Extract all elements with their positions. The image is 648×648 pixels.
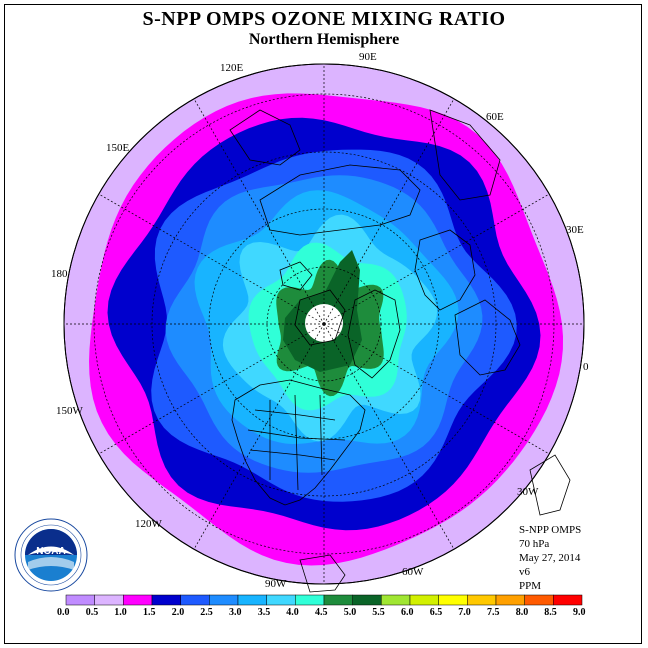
colorbar-tick-label: 4.5 xyxy=(315,607,328,618)
meridian-line xyxy=(323,323,550,455)
info-version: v6 xyxy=(519,566,530,578)
lon-label-90w: 90W xyxy=(265,578,287,590)
meridian-line xyxy=(193,98,325,325)
meridian-line xyxy=(193,323,325,550)
info-level: 70 hPa xyxy=(519,538,550,550)
coastlines xyxy=(229,109,571,593)
colorbar-swatch xyxy=(295,594,325,606)
lon-label-0: 0 xyxy=(583,361,589,373)
lon-label-120w: 120W xyxy=(135,518,162,530)
latitude-circle xyxy=(208,208,440,440)
colorbar-swatch xyxy=(123,594,153,606)
colorbar-tick-label: 9.0 xyxy=(573,607,586,618)
lon-label-120e: 120E xyxy=(220,62,244,74)
meridian-line xyxy=(98,323,325,455)
meridian-line xyxy=(98,193,325,325)
colorbar-swatch xyxy=(495,594,525,606)
colorbar-tick-label: 5.0 xyxy=(343,607,357,618)
info-units: PPM xyxy=(519,580,542,592)
colorbar-swatch xyxy=(524,594,554,606)
colorbar-swatch xyxy=(352,594,382,606)
lon-label-60w: 60W xyxy=(402,566,424,578)
lon-label-60e: 60E xyxy=(486,111,504,123)
colorbar-tick-label: 1.5 xyxy=(143,607,156,618)
lon-label-30w: 30W xyxy=(517,486,539,498)
colorbar-tick-label: 6.0 xyxy=(401,607,414,618)
colorbar-swatch xyxy=(467,594,497,606)
lon-label-30e: 30E xyxy=(566,224,584,236)
colorbar-tick-label: 7.5 xyxy=(487,607,500,618)
map-title: S-NPP OMPS OZONE MIXING RATIO xyxy=(142,8,506,30)
meridian-line xyxy=(323,193,550,325)
colorbar xyxy=(65,594,583,606)
colorbar-tick-label: 2.5 xyxy=(200,607,213,618)
colorbar-swatch xyxy=(553,594,583,606)
lon-label-150e: 150E xyxy=(106,142,130,154)
info-block: S-NPP OMPS 70 hPa May 27, 2014 v6 PPM xyxy=(519,523,581,593)
meridian-line xyxy=(323,323,455,550)
lon-label-150w: 150W xyxy=(56,405,83,417)
colorbar-swatch xyxy=(65,594,95,606)
info-date: May 27, 2014 xyxy=(519,552,581,564)
colorbar-swatch xyxy=(409,594,439,606)
info-instrument: S-NPP OMPS xyxy=(519,524,582,536)
colorbar-swatch xyxy=(151,594,181,606)
noaa-logo: NOAA xyxy=(14,518,88,592)
colorbar-swatch xyxy=(381,594,411,606)
graticule xyxy=(64,64,584,584)
colorbar-tick-label: 1.0 xyxy=(114,607,127,618)
lon-label-90e: 90E xyxy=(359,51,377,63)
meridian-line xyxy=(323,98,455,325)
colorbar-swatch xyxy=(266,594,296,606)
colorbar-tick-label: 0.0 xyxy=(57,607,70,618)
lon-label-180: 180 xyxy=(51,268,68,280)
figure-frame xyxy=(4,4,642,644)
colorbar-tick-label: 0.5 xyxy=(85,607,99,618)
colorbar-tick-label: 7.0 xyxy=(458,607,471,618)
colorbar-tick-label: 8.0 xyxy=(515,607,529,618)
colorbar-tick-label: 6.5 xyxy=(429,607,443,618)
colorbar-swatch xyxy=(237,594,267,606)
map-subtitle: Northern Hemisphere xyxy=(248,31,400,48)
colorbar-swatch xyxy=(94,594,124,606)
colorbar-tick-label: 3.0 xyxy=(229,607,242,618)
noaa-seal-icon xyxy=(14,518,88,592)
colorbar-tick-label: 2.0 xyxy=(171,607,185,618)
colorbar-swatch xyxy=(438,594,468,606)
colorbar-swatch xyxy=(209,594,239,606)
colorbar-tick-label: 3.5 xyxy=(257,607,271,618)
colorbar-swatch xyxy=(180,594,210,606)
colorbar-tick-label: 5.5 xyxy=(372,607,385,618)
colorbar-tick-label: 4.0 xyxy=(286,607,299,618)
noaa-logo-text: NOAA xyxy=(36,546,66,557)
colorbar-swatch xyxy=(323,594,353,606)
colorbar-tick-label: 8.5 xyxy=(544,607,557,618)
map-edge xyxy=(63,63,585,585)
